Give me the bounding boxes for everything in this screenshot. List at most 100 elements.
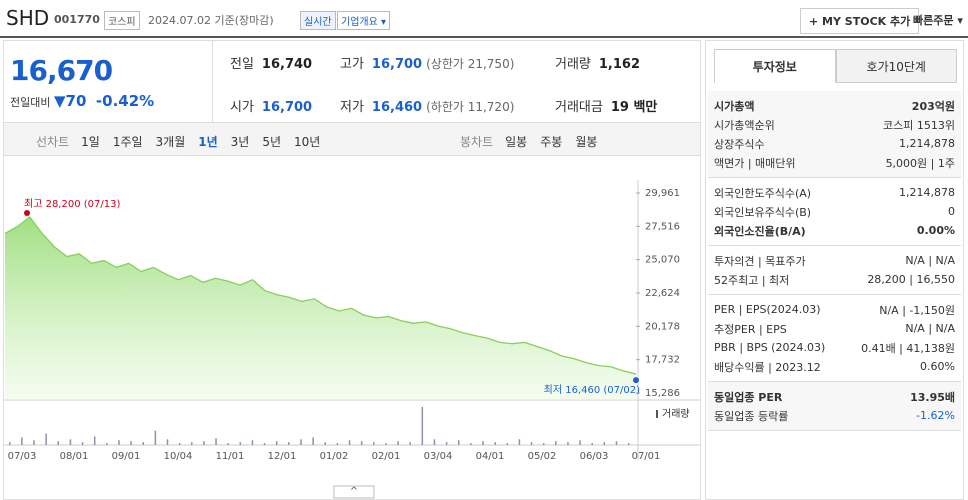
volume-bar xyxy=(591,443,593,445)
volume-bar xyxy=(470,443,472,445)
volume-bar xyxy=(142,442,144,445)
info-label: 52주최고 | 최저 xyxy=(714,273,790,287)
x-tick-label: 12/01 xyxy=(268,451,297,462)
info-label: 시가총액 xyxy=(714,99,755,113)
change-row: 전일대비 ▼70 -0.42% xyxy=(10,92,155,110)
x-tick-label: 06/03 xyxy=(580,451,609,462)
volume-bar xyxy=(373,442,375,445)
volume-bar xyxy=(397,441,399,445)
volume-bar xyxy=(45,433,47,445)
collapse-button[interactable] xyxy=(333,485,375,499)
max-marker xyxy=(24,210,30,216)
period-tab[interactable]: 3년 xyxy=(230,135,250,149)
change-label: 전일대비 xyxy=(10,96,51,109)
y-tick-label: 22,624 xyxy=(645,288,680,299)
info-tab[interactable]: 투자정보 xyxy=(714,49,836,83)
x-tick-label: 07/03 xyxy=(8,451,37,462)
chart: ^ 29,961 27,516 25,070 22,624 20,178 17,732 15… xyxy=(4,180,700,499)
summary-note: (하한가 11,720) xyxy=(426,100,515,114)
volume-bar xyxy=(457,440,460,445)
x-tick-label: 11/01 xyxy=(216,451,245,462)
info-label: 액면가 | 매매단위 xyxy=(714,156,796,170)
volume-bar xyxy=(69,439,72,445)
info-label: 외국인소진율(B/A) xyxy=(714,224,806,238)
overview-text: 기업개요 xyxy=(341,17,378,28)
summary-value: 1,162 xyxy=(598,57,641,72)
change: 70 xyxy=(65,92,87,110)
volume-bar xyxy=(288,442,290,445)
volume-bar xyxy=(166,439,169,445)
info-row: 투자의견 | 목표주가 N/A | N/A xyxy=(708,251,961,270)
candle-tabs: 봉차트 일봉 주봉 월봉 xyxy=(460,133,610,150)
volume-bar xyxy=(81,442,84,445)
info-label: 동일업종 PER xyxy=(714,390,783,404)
info-row: 동일업종 PER 13.95배 xyxy=(708,387,961,406)
market-badge: 코스피 xyxy=(104,11,140,30)
y-tick-label: 17,732 xyxy=(645,355,680,366)
info-row: PBR | BPS (2024.03) 0.41배 | 41,138원 xyxy=(708,338,961,357)
volume-label: 거래량 xyxy=(662,408,690,420)
period-tab[interactable]: 10년 xyxy=(294,135,321,149)
candle-chart-label: 봉차트 xyxy=(460,135,494,149)
stock-code: 001770 xyxy=(54,13,100,26)
summary-label: 거래량 xyxy=(555,57,591,72)
info-row: 시가총액순위 코스피 1513위 xyxy=(708,115,961,134)
volume-bar xyxy=(360,441,363,445)
period-tab[interactable]: 1일 xyxy=(81,135,100,149)
x-tick-label: 03/04 xyxy=(424,451,453,462)
volume-bar xyxy=(154,430,157,445)
info-value: 1,214,878 xyxy=(899,137,955,150)
summary-cell: 전일 16,740 xyxy=(230,53,312,72)
info-group: PER | EPS(2024.03) N/A | -1,150원 추정PER | E… xyxy=(708,295,961,382)
info-label: 외국인한도주식수(A) xyxy=(714,186,812,200)
info-label: 시가총액순위 xyxy=(714,118,775,132)
summary-value: 16,700 xyxy=(371,57,423,72)
candle-tab[interactable]: 월봉 xyxy=(575,135,598,149)
period-tab[interactable]: 1년 xyxy=(198,135,218,149)
my-stock-button[interactable]: + MY STOCK 추가 xyxy=(800,8,920,34)
volume-bar xyxy=(106,443,108,445)
volume-bar xyxy=(336,443,339,445)
candle-tab[interactable]: 일봉 xyxy=(505,135,528,149)
x-tick-label: 05/02 xyxy=(528,451,557,462)
info-value: 203억원 xyxy=(911,99,955,113)
volume-bar xyxy=(21,437,23,445)
volume-bar xyxy=(118,440,120,445)
info-value: 5,000원 | 1주 xyxy=(885,156,955,170)
x-tick-label: 07/01 xyxy=(632,451,661,462)
date: 2024.07.02 기준(장마감) xyxy=(148,14,274,27)
candle-tab[interactable]: 주봉 xyxy=(540,135,563,149)
stock-name: SHD xyxy=(6,6,50,30)
y-tick-label: 20,178 xyxy=(645,321,680,332)
summary-label: 전일 xyxy=(230,57,254,72)
info-row: 동일업종 등락률 -1.62% xyxy=(708,406,961,425)
info-label: PBR | BPS (2024.03) xyxy=(714,341,826,354)
volume-bar xyxy=(348,440,351,445)
volume-bar xyxy=(178,443,181,445)
x-tick-label: 08/01 xyxy=(60,451,89,462)
period-tab[interactable]: 5년 xyxy=(262,135,282,149)
period-tab[interactable]: 3개월 xyxy=(155,135,186,149)
summary-value: 19 백만 xyxy=(610,100,658,115)
summary-value: 16,460 xyxy=(371,100,423,115)
info-label: 상장주식수 xyxy=(714,137,765,151)
volume-bar xyxy=(324,442,326,445)
volume-bar xyxy=(445,442,448,445)
realtime[interactable]: 실시간 xyxy=(300,11,336,30)
my-stock-text: MY STOCK 추가 xyxy=(822,15,911,28)
quick-order[interactable]: 빠른주문 ▾ xyxy=(913,14,963,27)
summary-value: 16,740 xyxy=(261,57,313,72)
volume-bar xyxy=(530,442,533,445)
period-tab[interactable]: 1주일 xyxy=(112,135,143,149)
overview[interactable]: 기업개요 ▾ xyxy=(337,11,391,30)
info-tab[interactable]: 호가10단계 xyxy=(835,49,957,83)
info-value: N/A | N/A xyxy=(905,254,955,267)
y-tick-label: 27,516 xyxy=(645,221,680,232)
summary-cell: 고가 16,700 (상한가 21,750) xyxy=(340,53,514,72)
volume-bar xyxy=(542,443,545,445)
min-label: 최저 16,460 (07/02) xyxy=(544,384,640,396)
volume-bar xyxy=(615,441,618,445)
